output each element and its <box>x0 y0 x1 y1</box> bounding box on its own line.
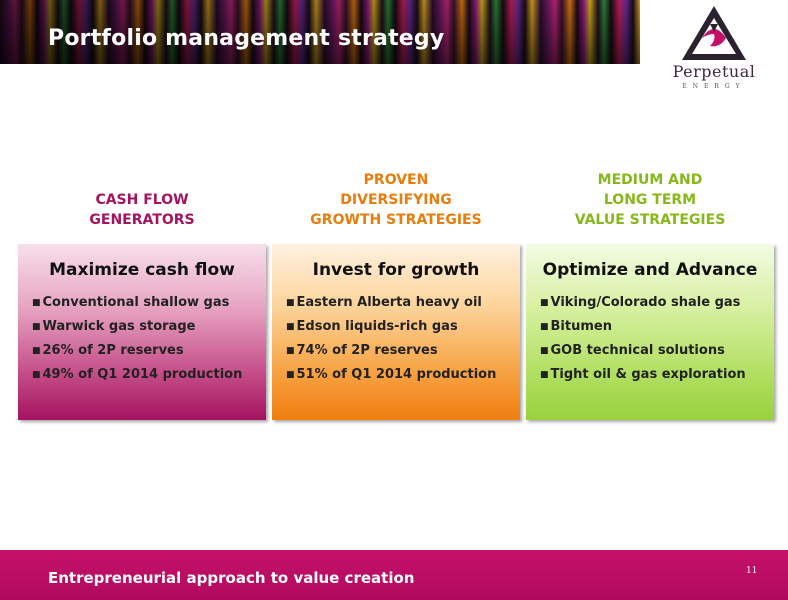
bullet-item: ■ 74% of 2P reserves <box>286 343 438 358</box>
logo-name: Perpetual <box>672 62 756 81</box>
bullet-item: ■ Conventional shallow gas <box>32 295 230 310</box>
heading-line: PROVEN <box>363 172 429 188</box>
heading-line: DIVERSIFYING <box>340 192 452 208</box>
heading-line: MEDIUM AND <box>597 172 703 188</box>
strategy-box-value: Optimize and Advance ■ Viking/Colorado sh… <box>526 244 774 420</box>
bullet-item: ■ Bitumen <box>540 319 612 334</box>
heading-line: LONG TERM <box>603 192 697 208</box>
bullet-item: ■ Tight oil & gas exploration <box>540 367 746 382</box>
heading-line: CASH FLOW <box>95 192 189 208</box>
page-number: 11 <box>746 566 758 576</box>
footer-bar: Entrepreneurial approach to value creati… <box>0 550 788 600</box>
heading-line: GROWTH STRATEGIES <box>310 212 482 228</box>
heading-line: GENERATORS <box>89 212 195 228</box>
logo-subtitle: ENERGY <box>682 83 746 90</box>
bullet-item: ■ 51% of Q1 2014 production <box>286 367 497 382</box>
bullet-list: ■ Viking/Colorado shale gas ■ Bitumen ■ GOB… <box>540 294 746 390</box>
bullet-item: ■ 49% of Q1 2014 production <box>32 367 243 382</box>
bullet-item: ■ Viking/Colorado shale gas <box>540 295 741 310</box>
bullet-item: ■ Eastern Alberta heavy oil <box>286 295 482 310</box>
slide-title: Portfolio management strategy <box>48 26 445 51</box>
box-title: Optimize and Advance <box>542 260 758 280</box>
bullet-list: ■ Conventional shallow gas ■ Warwick gas s… <box>32 294 242 390</box>
logo-triangle-icon <box>682 6 746 60</box>
column-heading-growth: PROVEN DIVERSIFYING GROWTH STRATEGIES <box>272 170 520 230</box>
company-logo: Perpetual ENERGY <box>640 0 788 100</box>
column-heading-cash-flow: CASH FLOW GENERATORS <box>18 190 266 230</box>
bullet-item: ■ Warwick gas storage <box>32 319 196 334</box>
bullet-item: ■ 26% of 2P reserves <box>32 343 184 358</box>
footer-tagline: Entrepreneurial approach to value creati… <box>48 569 415 587</box>
heading-line: VALUE STRATEGIES <box>574 212 726 228</box>
column-heading-value: MEDIUM AND LONG TERM VALUE STRATEGIES <box>526 170 774 230</box>
strategy-box-cash-flow: Maximize cash flow ■ Conventional shallow… <box>18 244 266 420</box>
bullet-item: ■ Edson liquids-rich gas <box>286 319 458 334</box>
bullet-item: ■ GOB technical solutions <box>540 343 725 358</box>
strategy-box-growth: Invest for growth ■ Eastern Alberta heavy… <box>272 244 520 420</box>
box-title: Maximize cash flow <box>49 260 235 280</box>
bullet-list: ■ Eastern Alberta heavy oil ■ Edson liquid… <box>286 294 496 390</box>
box-title: Invest for growth <box>312 260 480 280</box>
